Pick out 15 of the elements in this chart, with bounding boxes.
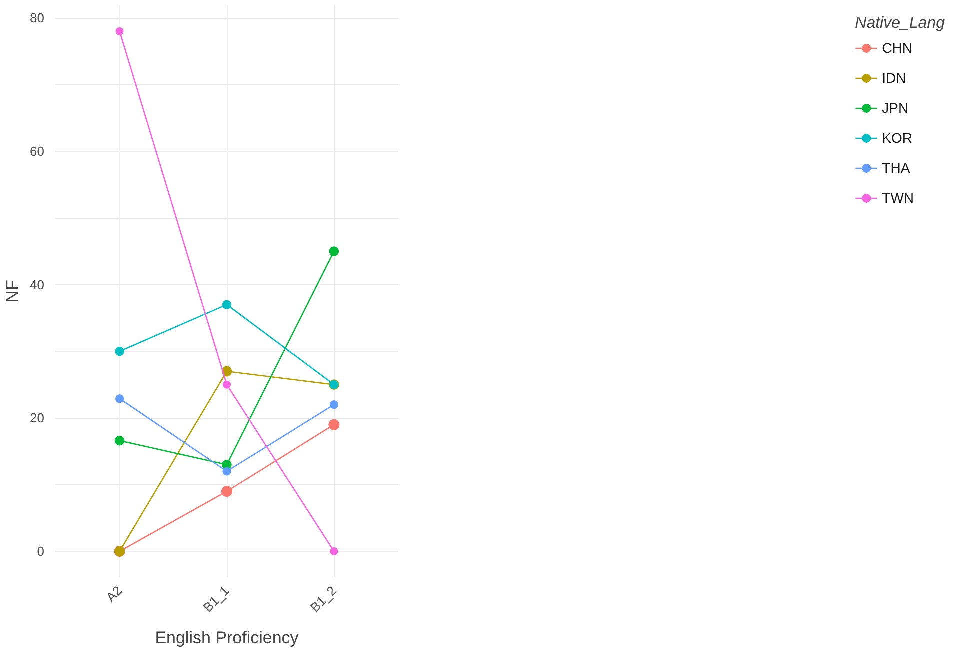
y-tick-label: 60 bbox=[30, 144, 45, 159]
legend-title: Native_Lang bbox=[855, 15, 945, 33]
y-tick-label: 20 bbox=[30, 410, 45, 426]
legend-label: KOR bbox=[882, 130, 912, 146]
y-axis-title: NF bbox=[3, 280, 22, 303]
legend-label: IDN bbox=[882, 70, 906, 86]
y-tick-label: 0 bbox=[37, 544, 45, 559]
x-tick-label: A2 bbox=[103, 583, 126, 606]
legend-label: CHN bbox=[882, 40, 912, 56]
legend-label: JPN bbox=[882, 100, 909, 116]
x-axis-title: English Proficiency bbox=[155, 628, 300, 648]
legend-label: TWN bbox=[882, 190, 914, 206]
y-tick-label: 80 bbox=[30, 10, 45, 26]
y-tick-label: 40 bbox=[30, 277, 45, 292]
legend-label: THA bbox=[882, 160, 910, 176]
